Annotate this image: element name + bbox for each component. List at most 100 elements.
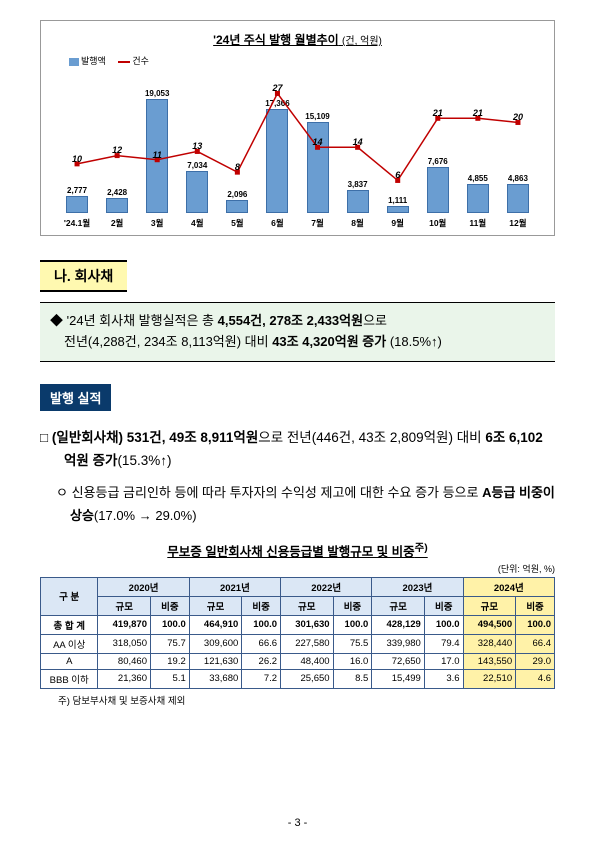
- td-cell: 100.0: [150, 615, 189, 634]
- bar: [467, 184, 489, 213]
- td-label: AA 이상: [41, 634, 98, 653]
- chart-title-unit: (건, 억원): [342, 36, 382, 47]
- td-cell: 26.2: [242, 653, 281, 669]
- bar-col: 2,428: [97, 188, 137, 213]
- td-cell: 100.0: [424, 615, 463, 634]
- chart-bars: 2,7772,42819,0537,0342,09617,36615,1093,…: [57, 79, 538, 213]
- callout-diamond: ◆: [50, 313, 63, 328]
- bar-col: 7,034: [177, 161, 217, 213]
- bar-col: 3,837: [338, 180, 378, 213]
- line-value-label: 27: [272, 83, 282, 93]
- td-label: BBB 이하: [41, 669, 98, 688]
- td-cell: 494,500: [463, 615, 516, 634]
- th-sub: 비중: [150, 596, 189, 615]
- bar-value-label: 4,863: [508, 174, 528, 183]
- bar-value-label: 15,109: [305, 112, 329, 121]
- xaxis-label: '24.1월: [57, 217, 97, 229]
- table-title-sup: 주): [415, 543, 428, 554]
- line-value-label: 21: [433, 108, 443, 118]
- td-cell: 66.4: [516, 634, 555, 653]
- table-footnote: 주) 담보부사채 및 보증사채 제외: [40, 693, 555, 707]
- th-year: 2023년: [372, 577, 463, 596]
- sub-tail: (17.0% → 29.0%): [94, 508, 197, 523]
- xaxis-label: 11월: [458, 217, 498, 229]
- xaxis-label: 7월: [297, 217, 337, 229]
- td-cell: 121,630: [189, 653, 242, 669]
- callout-l1a: '24년 회사채 발행실적은 총: [67, 313, 218, 328]
- bar: [226, 200, 248, 213]
- bar-col: 4,863: [498, 174, 538, 213]
- table-title-text: 무보증 일반회사채 신용등급별 발행규모 및 비중: [167, 545, 414, 559]
- table-title: 무보증 일반회사채 신용등급별 발행규모 및 비중주): [40, 539, 555, 560]
- th-sub: 규모: [463, 596, 516, 615]
- th-year: 2020년: [98, 577, 189, 596]
- bar-col: 2,096: [217, 190, 257, 213]
- bar-value-label: 2,428: [107, 188, 127, 197]
- para-t4: (15.3%↑): [117, 453, 171, 468]
- line-value-label: 14: [313, 137, 323, 147]
- td-cell: 7.2: [242, 669, 281, 688]
- td-label: A: [41, 653, 98, 669]
- th-year: 2021년: [189, 577, 280, 596]
- td-cell: 419,870: [98, 615, 151, 634]
- td-cell: 464,910: [189, 615, 242, 634]
- td-label: 총 합 계: [41, 615, 98, 634]
- td-cell: 318,050: [98, 634, 151, 653]
- xaxis-label: 2월: [97, 217, 137, 229]
- xaxis-label: 9월: [378, 217, 418, 229]
- td-cell: 3.6: [424, 669, 463, 688]
- table-row: BBB 이하21,3605.133,6807.225,6508.515,4993…: [41, 669, 555, 688]
- legend-bar-swatch: [69, 58, 79, 66]
- td-cell: 79.4: [424, 634, 463, 653]
- callout-l2b: 43조 4,320억원 증가: [272, 334, 386, 349]
- legend-line-label: 건수: [132, 56, 149, 66]
- td-cell: 80,460: [98, 653, 151, 669]
- bar-col: 2,777: [57, 186, 97, 213]
- section-heading: 발행 실적: [40, 384, 111, 411]
- sub-boxed: 신용등급: [72, 485, 120, 500]
- bar: [186, 171, 208, 213]
- table-unit: (단위: 억원, %): [40, 562, 555, 575]
- chart-legend: 발행액 건수: [69, 54, 546, 67]
- table-row: AA 이상318,05075.7309,60066.6227,58075.533…: [41, 634, 555, 653]
- para-general-bond: □ (일반회사채) 531건, 49조 8,911억원으로 전년(446건, 4…: [40, 427, 555, 473]
- xaxis-label: 6월: [257, 217, 297, 229]
- table-head: 구 분2020년2021년2022년2023년2024년규모비중규모비중규모비중…: [41, 577, 555, 615]
- line-value-label: 10: [72, 154, 82, 164]
- xaxis-label: 3월: [137, 217, 177, 229]
- xaxis-label: 4월: [177, 217, 217, 229]
- th-sub: 비중: [516, 596, 555, 615]
- th-sub: 규모: [281, 596, 334, 615]
- table-body: 총 합 계419,870100.0464,910100.0301,630100.…: [41, 615, 555, 688]
- th-sub: 비중: [424, 596, 463, 615]
- callout-l1b: 4,554건, 278조 2,433억원: [218, 313, 363, 328]
- section-tab: 나. 회사채: [40, 260, 127, 292]
- chart-title: '24년 주식 발행 월별추이 (건, 억원): [49, 31, 546, 48]
- callout-l1c: 으로: [363, 313, 387, 328]
- xaxis-label: 8월: [338, 217, 378, 229]
- bar-value-label: 2,777: [67, 186, 87, 195]
- td-cell: 75.5: [333, 634, 372, 653]
- bar: [266, 109, 288, 213]
- th-sub: 규모: [98, 596, 151, 615]
- bar-value-label: 19,053: [145, 89, 169, 98]
- bar-value-label: 2,096: [227, 190, 247, 199]
- td-cell: 100.0: [242, 615, 281, 634]
- chart-container: '24년 주식 발행 월별추이 (건, 억원) 발행액 건수 2,777 2,42…: [40, 20, 555, 236]
- bar-col: 15,109: [297, 112, 337, 213]
- bar: [307, 122, 329, 213]
- bar-col: 4,855: [458, 174, 498, 213]
- callout-l2a: 전년(4,288건, 234조 8,113억원) 대비: [64, 334, 272, 349]
- td-cell: 21,360: [98, 669, 151, 688]
- line-value-label: 21: [473, 108, 483, 118]
- td-cell: 301,630: [281, 615, 334, 634]
- line-value-label: 6: [395, 170, 400, 180]
- td-cell: 15,499: [372, 669, 425, 688]
- td-cell: 48,400: [281, 653, 334, 669]
- td-cell: 227,580: [281, 634, 334, 653]
- th-sub: 규모: [372, 596, 425, 615]
- line-value-label: 13: [192, 141, 202, 151]
- th-group: 구 분: [41, 577, 98, 615]
- line-value-label: 11: [153, 150, 162, 160]
- bar: [66, 196, 88, 213]
